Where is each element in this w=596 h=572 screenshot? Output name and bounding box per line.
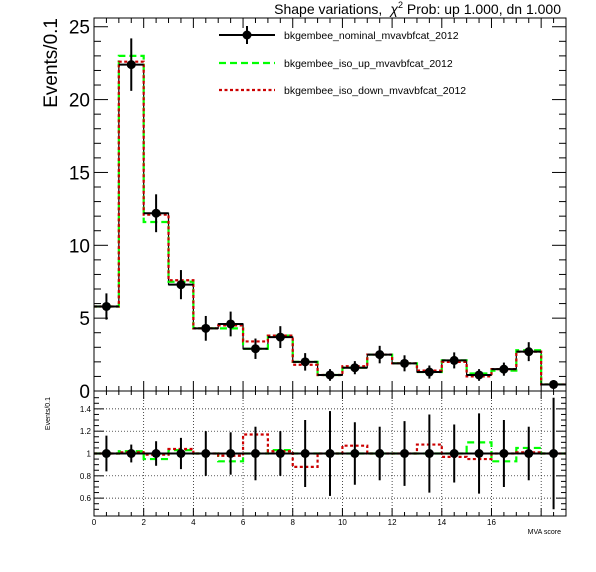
main-y-tick-label: 15 — [69, 163, 90, 184]
main-data-point — [126, 60, 136, 70]
main-y-tick-label: 5 — [79, 309, 90, 330]
main-panel-frame — [93, 17, 567, 392]
ratio-y-axis-label: Events/0.1 — [45, 397, 52, 430]
ratio-data-point — [499, 449, 509, 458]
ratio-data-point — [549, 449, 559, 458]
ratio-x-tick-label: 12 — [388, 518, 397, 527]
ratio-x-tick-label: 2 — [141, 518, 146, 527]
ratio-down-histogram — [94, 433, 566, 468]
main-down-histogram — [94, 60, 566, 386]
ratio-y-tick-label: 0.6 — [80, 494, 92, 503]
main-panel-histograms — [94, 54, 566, 386]
main-data-point — [101, 301, 111, 311]
ratio-y-tick-label: 1.4 — [80, 405, 92, 414]
chart-title-sup: 2 — [398, 0, 403, 10]
ratio-panel-axes: 0.6 0.8 1 1.2 1.4 0 2 4 6 8 10 12 14 16 — [80, 390, 567, 527]
main-data-point — [201, 323, 211, 333]
main-y-tick-label: 20 — [69, 91, 90, 112]
ratio-data-point — [151, 449, 161, 458]
legend-entry-label: bkgembee_iso_up_mvavbfcat_2012 — [284, 58, 453, 70]
main-up-histogram — [94, 54, 566, 386]
chart-title-chi: χ — [388, 1, 398, 17]
ratio-data-point — [126, 449, 136, 458]
ratio-data-point — [400, 449, 410, 458]
ratio-data-point — [101, 449, 111, 458]
main-panel-axes: 0 5 10 15 20 25 — [69, 17, 567, 403]
main-data-point — [300, 357, 310, 367]
chart-title-rest: Prob: up 1.000, dn 1.000 — [403, 1, 561, 17]
ratio-data-point — [524, 449, 534, 458]
ratio-data-point — [325, 449, 335, 458]
main-data-point — [499, 364, 509, 374]
main-y-axis-label: Events/0.1 — [41, 18, 62, 108]
chart-title: Shape variations, χ2 Prob: up 1.000, dn 1… — [274, 0, 561, 17]
ratio-y-tick-label: 1.2 — [80, 427, 92, 436]
ratio-data-point — [449, 449, 459, 458]
legend-entry-label: bkgembee_nominal_mvavbfcat_2012 — [284, 30, 459, 42]
ratio-data-point — [275, 449, 285, 458]
main-data-point — [250, 344, 260, 354]
legend-nominal-marker — [242, 30, 252, 40]
main-data-point — [226, 319, 236, 329]
main-data-point — [325, 370, 335, 380]
ratio-data-point — [424, 449, 434, 458]
main-panel-points — [94, 38, 566, 389]
legend-entry-label: bkgembee_iso_down_mvavbfcat_2012 — [284, 85, 466, 97]
ratio-data-point — [350, 449, 360, 458]
main-data-point — [375, 350, 385, 360]
main-data-point — [350, 363, 360, 373]
ratio-x-tick-label: 6 — [241, 518, 246, 527]
ratio-data-point — [300, 449, 310, 458]
main-y-tick-label: 0 — [79, 382, 90, 403]
main-data-point — [151, 208, 161, 218]
chart-title-main: Shape variations, — [274, 1, 382, 17]
ratio-y-tick-label: 0.8 — [80, 472, 92, 481]
ratio-x-tick-label: 8 — [291, 518, 296, 527]
ratio-y-tick-label: 1 — [87, 450, 92, 459]
main-data-point — [400, 358, 410, 368]
ratio-x-tick-label: 10 — [338, 518, 347, 527]
main-data-point — [449, 355, 459, 365]
ratio-x-tick-label: 16 — [487, 518, 496, 527]
main-data-point — [275, 332, 285, 342]
ratio-data-point — [226, 449, 236, 458]
main-data-point — [549, 379, 559, 389]
ratio-data-point — [375, 449, 385, 458]
ratio-data-point — [474, 449, 484, 458]
main-data-point — [474, 370, 484, 380]
legend: bkgembee_nominal_mvavbfcat_2012 bkgembee_… — [219, 26, 466, 97]
main-data-point — [424, 367, 434, 377]
main-y-tick-label: 10 — [69, 236, 90, 257]
main-data-point — [176, 280, 186, 290]
ratio-data-point — [176, 449, 186, 458]
ratio-data-point — [250, 449, 260, 458]
main-y-tick-label: 25 — [69, 18, 90, 39]
x-axis-label: MVA score — [528, 529, 561, 536]
ratio-x-tick-label: 14 — [437, 518, 446, 527]
ratio-panel-points — [94, 397, 566, 510]
ratio-x-tick-label: 4 — [191, 518, 196, 527]
ratio-data-point — [201, 449, 211, 458]
ratio-x-tick-label: 0 — [92, 518, 97, 527]
main-data-point — [524, 347, 534, 357]
main-nominal-histogram — [94, 64, 566, 386]
